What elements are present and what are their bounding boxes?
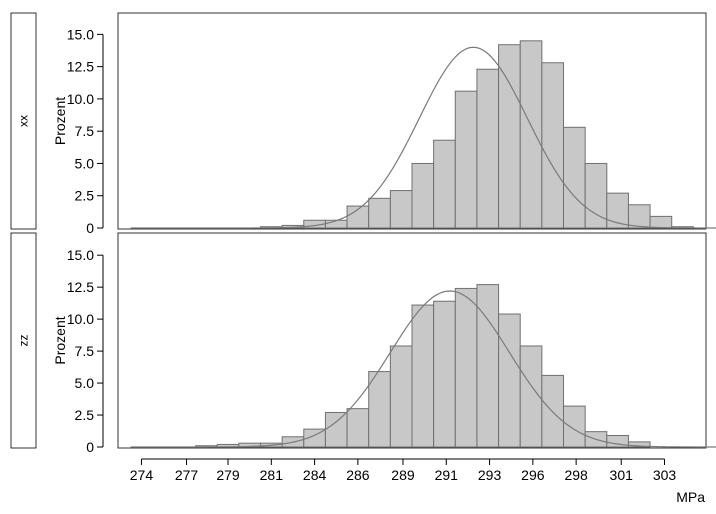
y-tick-label: 0 xyxy=(86,220,94,236)
histogram-bar xyxy=(649,215,673,229)
x-axis-label: MPa xyxy=(676,489,705,505)
y-tick-label: 10.0 xyxy=(67,91,94,107)
histogram-bar xyxy=(476,284,500,448)
y-tick-label: 10.0 xyxy=(67,311,94,327)
y-tick-label: 5.0 xyxy=(75,375,95,391)
histogram-bar xyxy=(476,68,500,229)
x-tick-label: 286 xyxy=(346,467,370,483)
histogram-bar xyxy=(411,304,435,448)
histogram-bar xyxy=(389,345,413,448)
x-axis: 274 277 279 281 284 286 289 291 293 296 298 301 303 xyxy=(130,458,677,483)
x-tick-label: 289 xyxy=(391,467,415,483)
x-tick-label: 298 xyxy=(564,467,588,483)
x-tick-label: 284 xyxy=(303,467,327,483)
x-tick-label: 279 xyxy=(216,467,240,483)
histogram-bar xyxy=(324,411,348,448)
panel-zz: zz 0 2.5 5.0 7.5 10.0 12.5 15.0 Prozent xyxy=(10,232,716,455)
histogram-bar xyxy=(606,434,629,448)
panel-strip-label: xx xyxy=(17,115,31,127)
histogram-bar xyxy=(454,90,478,229)
histogram-bar xyxy=(411,162,435,229)
y-tick-label: 2.5 xyxy=(75,407,95,423)
histogram-bar xyxy=(498,313,521,448)
y-tick-label: 15.0 xyxy=(67,26,94,42)
histogram-bar xyxy=(519,40,543,229)
histogram-bar xyxy=(389,190,413,229)
y-tick-label: 15.0 xyxy=(67,247,94,263)
panel-strip xyxy=(10,12,37,230)
density-curve xyxy=(130,290,716,448)
y-axis-label: Prozent xyxy=(52,97,68,145)
y-axis-label: Prozent xyxy=(52,316,68,364)
histogram-bar xyxy=(563,126,586,229)
x-tick-label: 303 xyxy=(653,467,677,483)
panel-strip-label: zz xyxy=(17,335,31,347)
x-tick-label: 293 xyxy=(478,467,502,483)
x-tick-label: 301 xyxy=(610,467,634,483)
x-tick-label: 274 xyxy=(130,467,154,483)
histogram-bar xyxy=(346,408,370,448)
panels: xx 0 2.5 5.0 7.5 10.0 12.5 15.0 Prozent zz 0 2.5 5.0… xyxy=(10,12,716,455)
y-tick-label: 5.0 xyxy=(75,155,95,171)
histogram-bar xyxy=(433,300,456,448)
x-tick-label: 281 xyxy=(260,467,284,483)
histogram-bar xyxy=(368,197,391,229)
panel-xx: xx 0 2.5 5.0 7.5 10.0 12.5 15.0 Prozent xyxy=(10,12,716,236)
histogram-bar xyxy=(541,62,565,229)
histogram-bar xyxy=(433,139,456,229)
y-tick-label: 2.5 xyxy=(75,188,95,204)
plot-frame xyxy=(117,232,707,449)
histogram-bar xyxy=(368,371,391,448)
y-tick-label: 7.5 xyxy=(75,343,95,359)
y-tick-label: 12.5 xyxy=(67,279,94,295)
histogram-bar xyxy=(563,405,586,448)
x-tick-label: 277 xyxy=(175,467,199,483)
histogram-bar xyxy=(627,441,651,448)
x-tick-label: 296 xyxy=(521,467,545,483)
x-tick-label: 291 xyxy=(435,467,459,483)
histogram-bar xyxy=(454,287,478,448)
histogram-bar xyxy=(324,219,348,229)
density-curve xyxy=(130,46,716,229)
panel-strip xyxy=(10,232,37,449)
y-tick-label: 7.5 xyxy=(75,123,95,139)
y-tick-label: 0 xyxy=(86,439,94,455)
histogram-bar xyxy=(498,44,521,229)
y-tick-label: 12.5 xyxy=(67,59,94,75)
histogram-bar xyxy=(627,204,651,229)
plot-frame xyxy=(117,12,707,230)
